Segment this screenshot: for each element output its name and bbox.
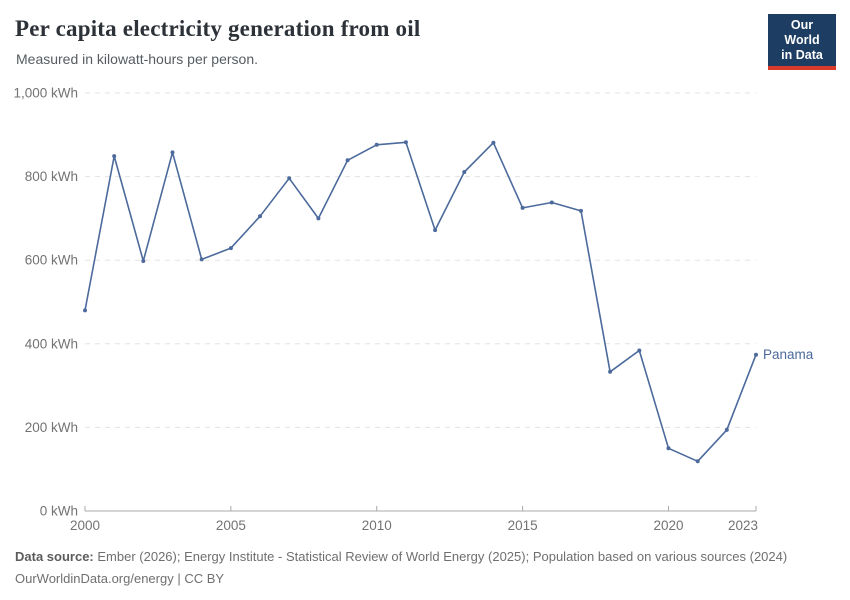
x-tick-label: 2005 xyxy=(216,518,246,533)
line-chart: 0 kWh 200 kWh 400 kWh 600 kWh 800 kWh 1,000 k… xyxy=(13,86,814,534)
chart-footer: Data source: Ember (2026); Energy Instit… xyxy=(15,546,787,589)
series-end-label[interactable]: Panama xyxy=(763,347,814,362)
data-point xyxy=(433,228,438,233)
data-point xyxy=(170,150,175,155)
owid-logo-line1: Our World xyxy=(784,18,820,47)
data-point xyxy=(724,427,729,432)
data-point xyxy=(112,154,117,159)
x-tick-label: 2010 xyxy=(362,518,392,533)
data-point xyxy=(258,214,262,219)
y-tick-label: 1,000 kWh xyxy=(13,86,78,101)
data-point xyxy=(608,369,613,374)
y-tick-label: 600 kWh xyxy=(25,253,78,268)
credit-link[interactable]: OurWorldinData.org/energy | CC BY xyxy=(15,570,225,586)
data-point xyxy=(491,140,496,145)
data-source-label: Data source: xyxy=(15,549,94,564)
x-tick-label: 2000 xyxy=(70,518,100,533)
data-point xyxy=(695,459,700,464)
data-point xyxy=(83,308,87,313)
data-point xyxy=(403,140,408,145)
y-tick-label: 400 kWh xyxy=(25,336,78,351)
y-tick-label: 0 kWh xyxy=(40,504,78,519)
data-source-line: Data source: Ember (2026); Energy Instit… xyxy=(15,546,787,568)
data-point xyxy=(345,158,350,163)
chart-title: Per capita electricity generation from o… xyxy=(15,16,421,41)
data-source-text: Ember (2026); Energy Institute - Statist… xyxy=(97,549,788,564)
data-point xyxy=(754,352,758,357)
x-tick-label: 2015 xyxy=(508,518,538,533)
x-tick-label: 2020 xyxy=(653,518,683,533)
data-point xyxy=(462,170,467,174)
data-point xyxy=(666,446,671,451)
data-point xyxy=(199,257,204,262)
data-point xyxy=(549,200,554,205)
data-point xyxy=(228,246,233,251)
x-tick-label: 2023 xyxy=(728,518,758,533)
y-tick-label: 200 kWh xyxy=(25,420,78,435)
owid-logo-line2: in Data xyxy=(781,48,823,62)
data-point xyxy=(316,216,321,221)
data-point xyxy=(287,176,292,181)
owid-logo[interactable]: Our World in Data xyxy=(768,14,836,70)
data-point xyxy=(141,259,146,263)
data-line xyxy=(84,141,757,463)
data-point xyxy=(520,205,525,210)
data-point xyxy=(374,142,379,147)
chart-subtitle: Measured in kilowatt-hours per person. xyxy=(16,51,259,67)
y-tick-label: 800 kWh xyxy=(25,169,78,184)
data-point xyxy=(637,348,642,353)
data-point xyxy=(579,208,583,213)
